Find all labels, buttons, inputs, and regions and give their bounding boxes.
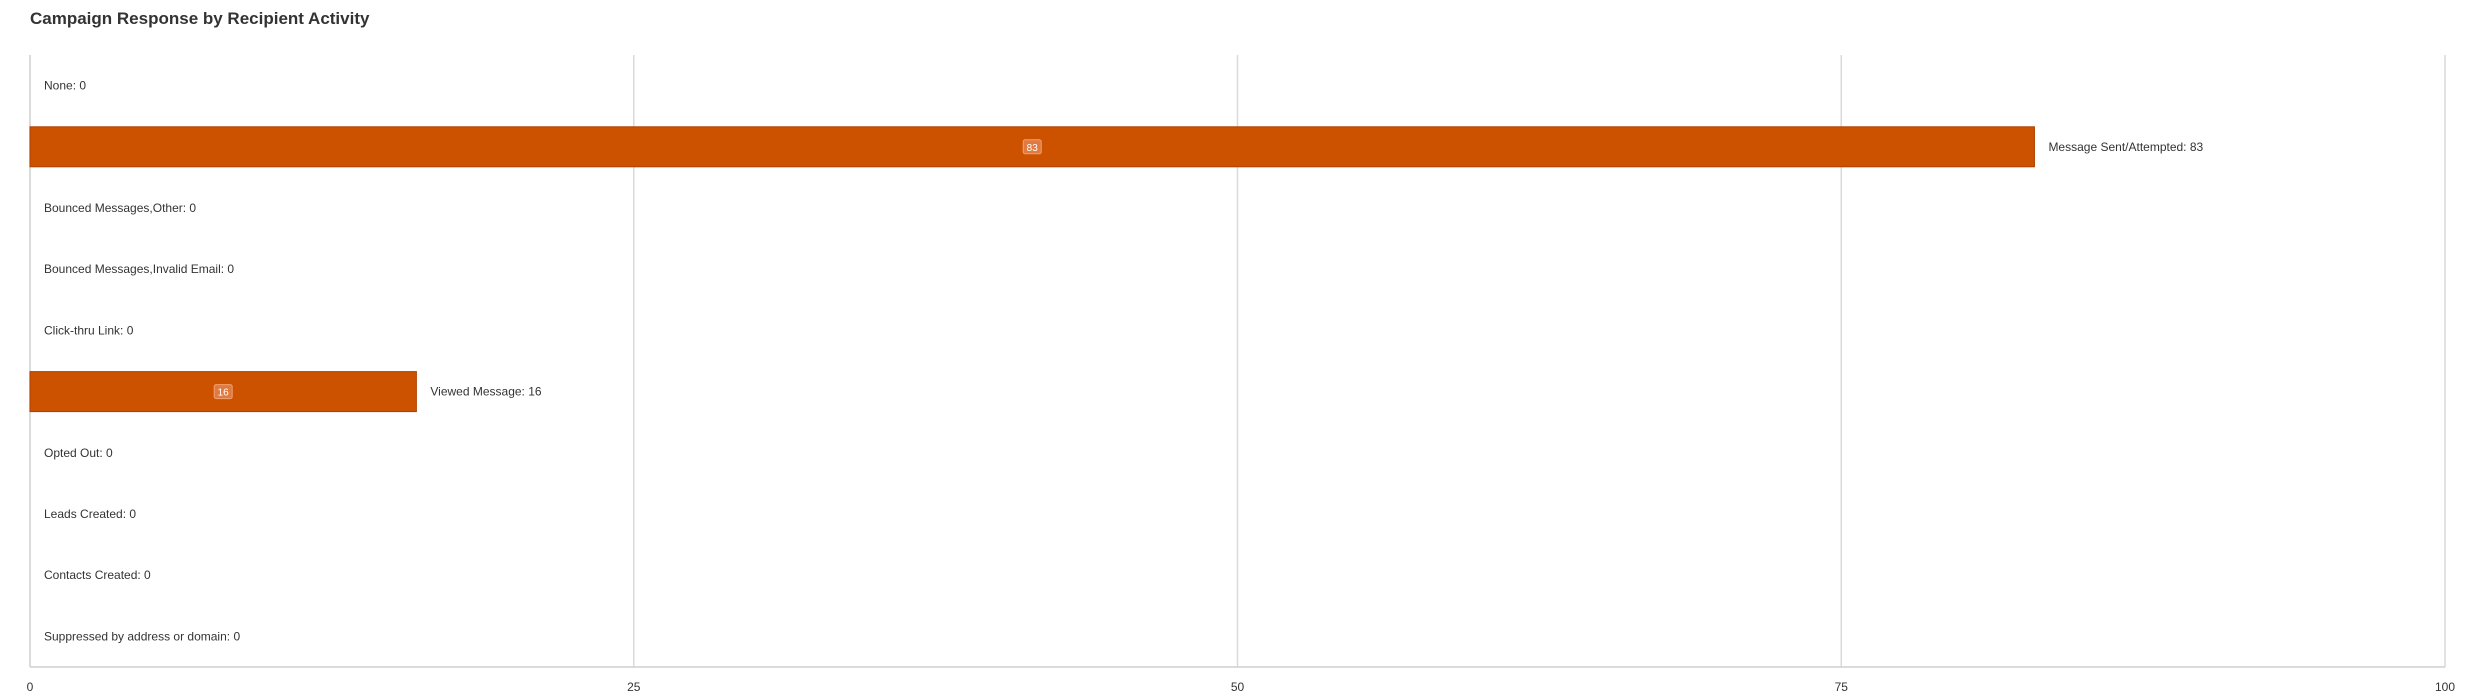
bar-data-label: Bounced Messages,Other: 0 [44, 201, 196, 215]
x-tick-label: 0 [27, 680, 34, 694]
bar-value-box [213, 384, 233, 400]
x-tick-label: 50 [1231, 680, 1245, 694]
bar-data-label: Viewed Message: 16 [430, 385, 542, 399]
bar-data-label: Click-thru Link: 0 [44, 323, 134, 337]
bar-value-box [1022, 139, 1042, 155]
bar-data-label: Suppressed by address or domain: 0 [44, 629, 240, 643]
x-tick-label: 25 [627, 680, 641, 694]
x-tick-label: 100 [2435, 680, 2455, 694]
x-tick-label: 75 [1835, 680, 1849, 694]
bar-data-label: Leads Created: 0 [44, 507, 136, 521]
bar-value-label: 16 [218, 388, 230, 399]
bar-value-label: 83 [1027, 143, 1039, 154]
chart-title: Campaign Response by Recipient Activity [30, 9, 370, 28]
bar-data-label: Bounced Messages,Invalid Email: 0 [44, 262, 234, 276]
bar-data-label: Opted Out: 0 [44, 446, 113, 460]
bar-data-label: Message Sent/Attempted: 83 [2048, 140, 2203, 154]
bar-data-label: Contacts Created: 0 [44, 568, 151, 582]
bar-data-label: None: 0 [44, 79, 86, 93]
